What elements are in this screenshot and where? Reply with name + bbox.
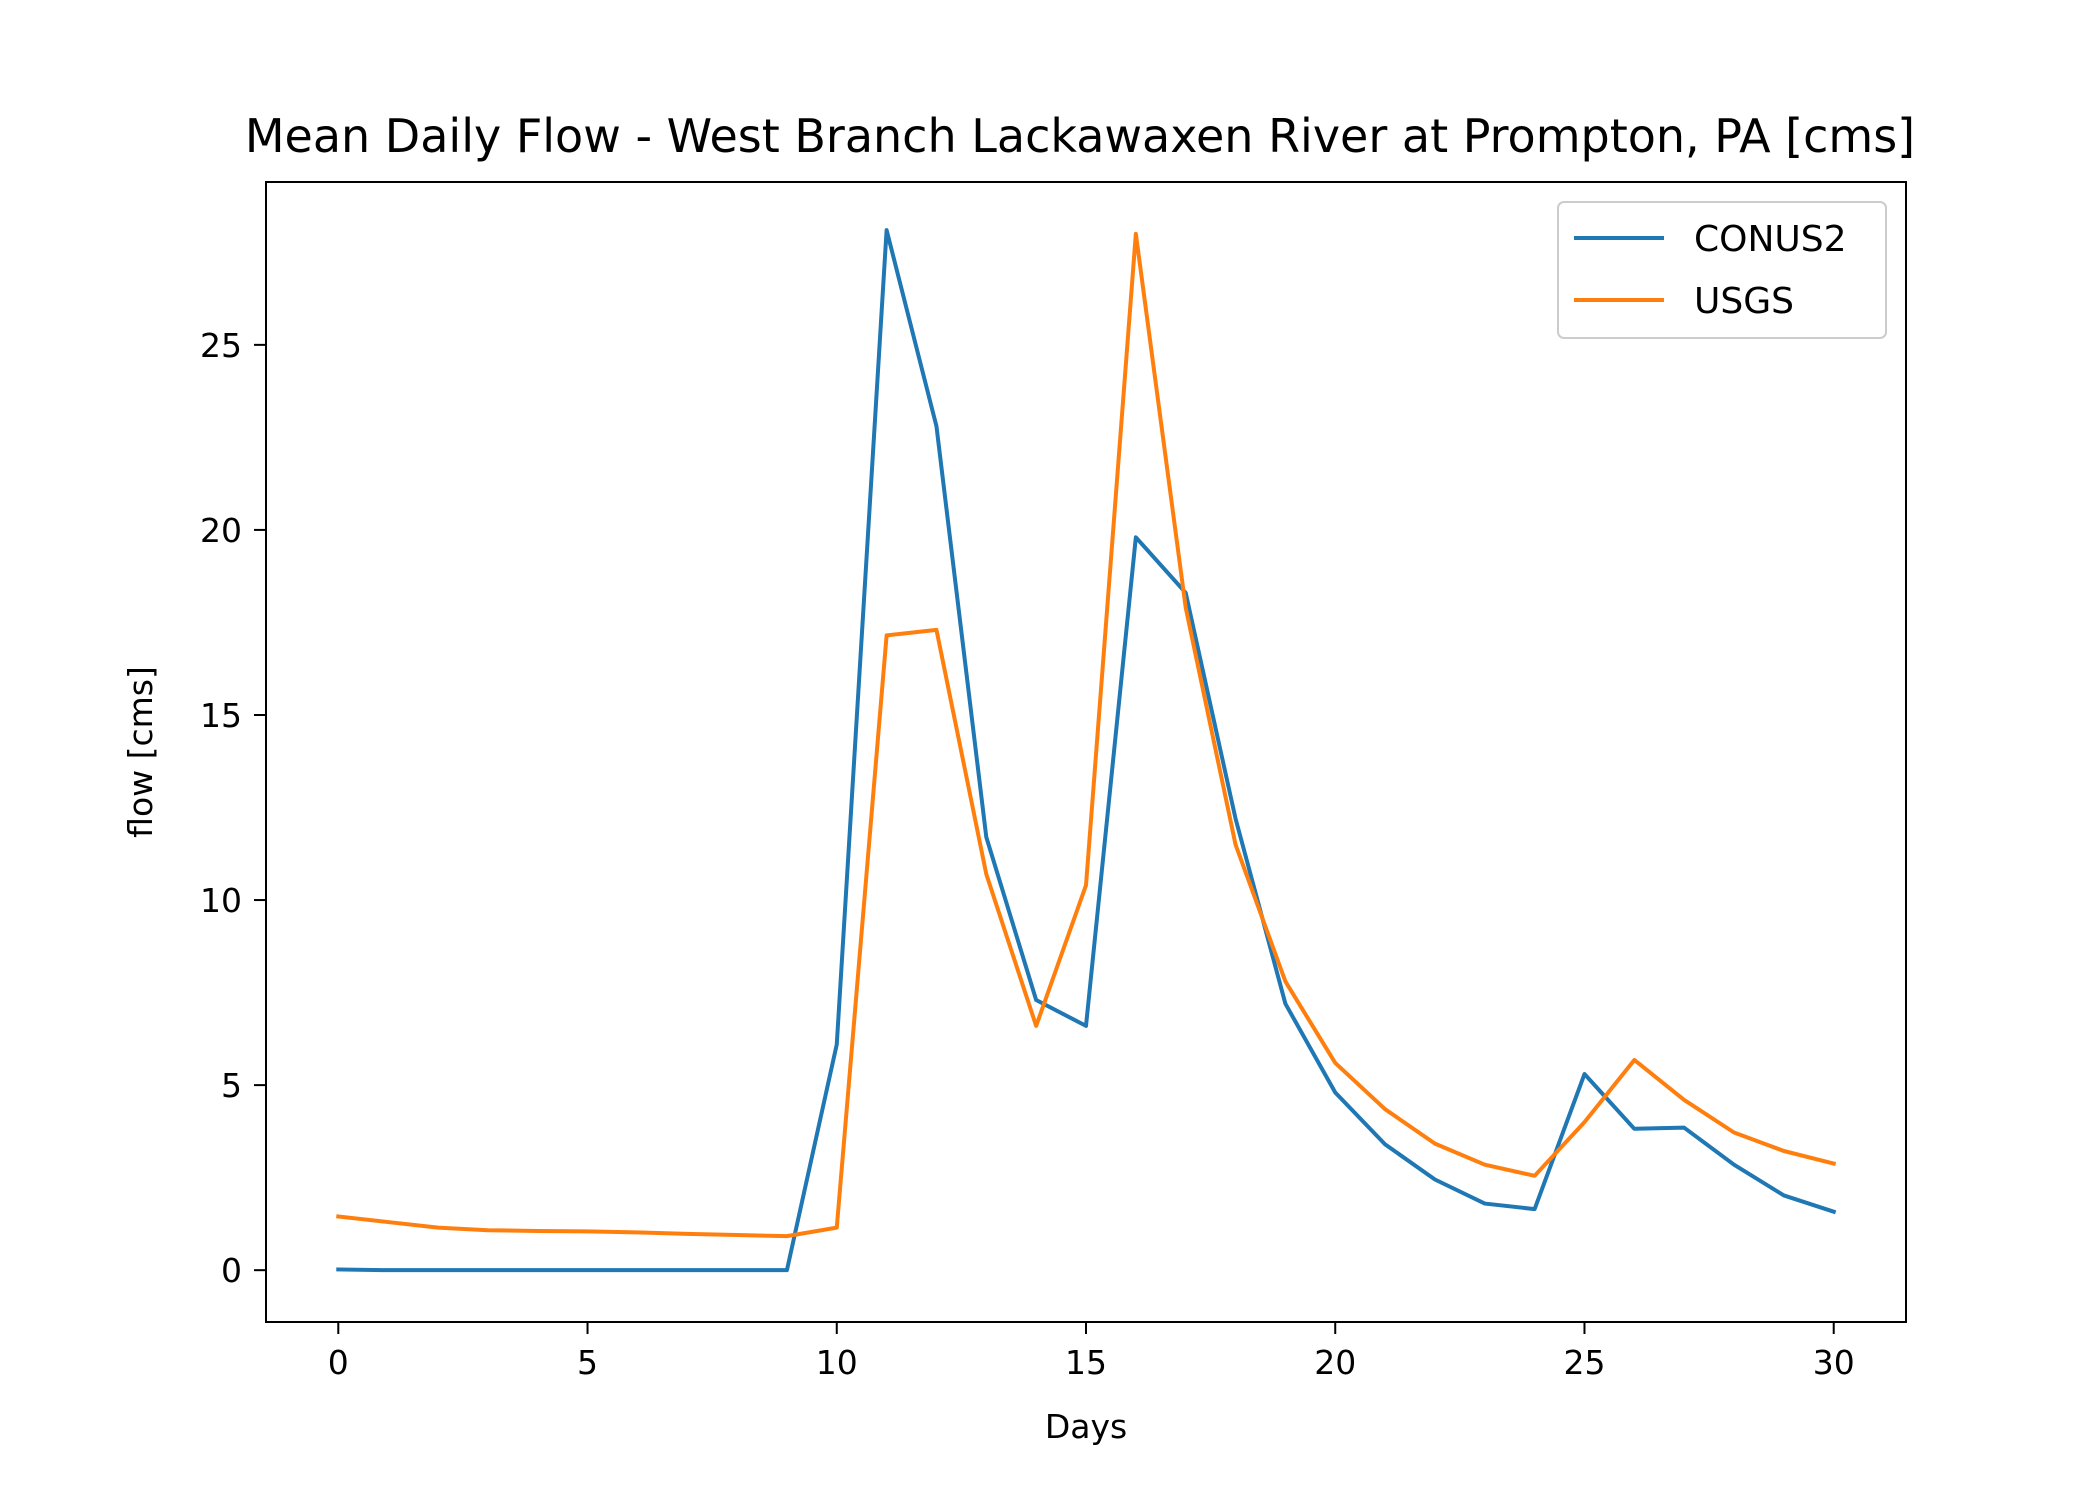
y-tick-label: 0 bbox=[221, 1251, 242, 1290]
y-tick-label: 25 bbox=[200, 326, 242, 365]
x-tick-label: 30 bbox=[1813, 1343, 1855, 1382]
y-tick-label: 10 bbox=[200, 881, 242, 920]
y-axis-title: flow [cms] bbox=[121, 666, 160, 838]
x-tick-label: 0 bbox=[328, 1343, 349, 1382]
x-tick-label: 5 bbox=[577, 1343, 598, 1382]
x-axis-title: Days bbox=[1045, 1407, 1127, 1446]
x-tick-label: 15 bbox=[1065, 1343, 1107, 1382]
series-line-conus2 bbox=[336, 228, 1837, 1273]
legend-label-usgs: USGS bbox=[1694, 281, 1794, 322]
legend-label-conus2: CONUS2 bbox=[1694, 219, 1847, 260]
x-axis: 0 5 10 15 20 25 30 bbox=[328, 1322, 1855, 1382]
y-tick-label: 5 bbox=[221, 1066, 242, 1105]
series-layer bbox=[336, 228, 1837, 1273]
x-tick-label: 10 bbox=[816, 1343, 858, 1382]
x-tick-label: 25 bbox=[1563, 1343, 1605, 1382]
legend: CONUS2 USGS bbox=[1557, 201, 1887, 339]
y-tick-label: 15 bbox=[200, 696, 242, 735]
y-tick-label: 20 bbox=[200, 511, 242, 550]
y-axis: 0 5 10 15 20 25 bbox=[200, 326, 266, 1290]
chart-title: Mean Daily Flow - West Branch Lackawaxen… bbox=[245, 109, 1915, 163]
series-line-usgs bbox=[336, 231, 1837, 1239]
x-tick-label: 20 bbox=[1314, 1343, 1356, 1382]
